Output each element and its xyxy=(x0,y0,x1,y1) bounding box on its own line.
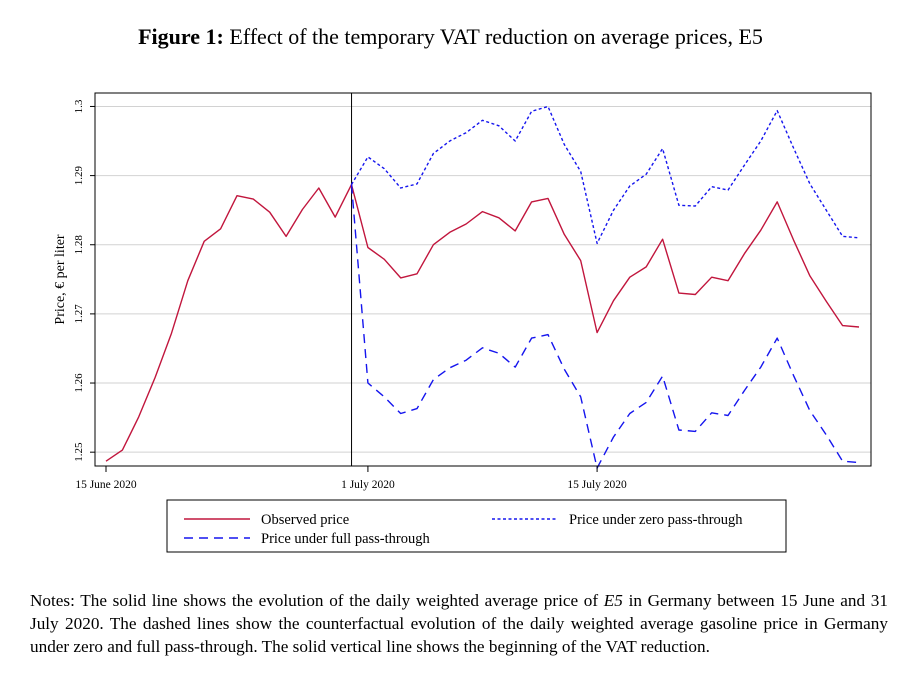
series-layer xyxy=(105,105,860,469)
notes-text-start: Notes: The solid line shows the evolutio… xyxy=(30,591,604,610)
x-tick-label: 1 July 2020 xyxy=(341,479,395,491)
series-line-full xyxy=(350,184,860,469)
grid xyxy=(95,105,871,453)
legend-label-full: Price under full pass-through xyxy=(261,531,430,547)
legend-box xyxy=(166,499,787,553)
y-tick-label: 1.29 xyxy=(73,165,85,185)
y-tick-label: 1.28 xyxy=(73,235,85,255)
y-tick-label: 1.26 xyxy=(73,373,85,393)
figure-label: Figure 1: xyxy=(138,24,224,49)
legend: Observed price Price under zero pass-thro… xyxy=(166,499,787,553)
x-tick-label: 15 June 2020 xyxy=(75,479,137,491)
y-tick-label: 1.3 xyxy=(73,99,85,113)
x-tick-label: 15 July 2020 xyxy=(567,479,627,491)
y-tick-label: 1.25 xyxy=(73,442,85,462)
plot-frame xyxy=(94,92,872,467)
notes-text-end: in Germany between 15 June and 31 July 2… xyxy=(30,591,888,656)
axes: 1.25 1.26 1.27 1.28 1.29 1.3 Price, € per lite… xyxy=(53,92,872,491)
figure-caption: Effect of the temporary VAT reduction on… xyxy=(229,24,763,49)
figure-notes: Notes: The solid line shows the evolutio… xyxy=(30,589,888,658)
figure-title: Figure 1: Effect of the temporary VAT re… xyxy=(0,24,901,50)
y-axis-label: Price, € per liter xyxy=(53,234,68,325)
price-chart: 1.25 1.26 1.27 1.28 1.29 1.3 Price, € per lite… xyxy=(53,92,872,553)
y-tick-label: 1.27 xyxy=(73,304,85,324)
series-line-observed xyxy=(105,183,860,462)
series-line-zero xyxy=(350,105,860,245)
legend-label-observed: Observed price xyxy=(261,512,349,528)
legend-label-zero: Price under zero pass-through xyxy=(569,512,743,528)
notes-fuel-name: E5 xyxy=(603,591,623,610)
